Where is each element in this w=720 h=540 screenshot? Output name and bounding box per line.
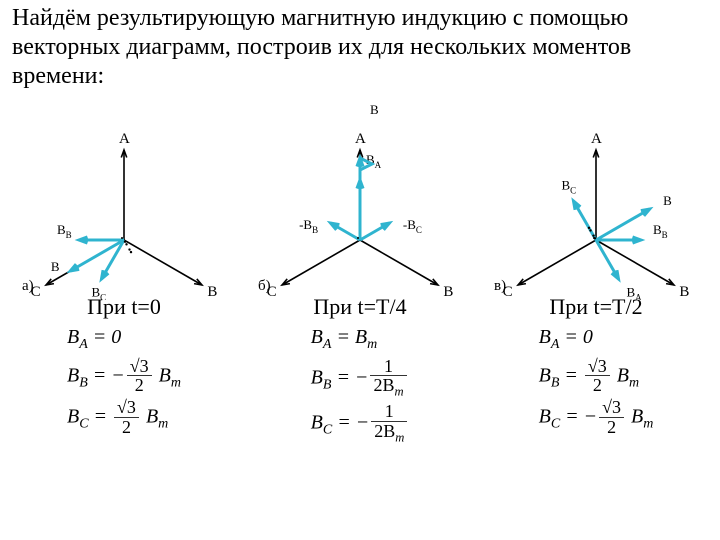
svg-text:в): в) — [494, 278, 506, 294]
svg-text:BC: BC — [562, 178, 577, 196]
svg-text:а): а) — [22, 278, 34, 294]
equations-tT4: BA = BmBB = −12BmBC = −12Bm — [311, 322, 410, 447]
svg-text:б): б) — [258, 278, 271, 294]
equation: BA = 0 — [539, 324, 654, 354]
diagram-svg-t0: AВСа)BBBCB — [14, 90, 234, 300]
equation: BB = −12Bm — [311, 357, 410, 400]
svg-text:A: A — [119, 131, 130, 147]
equation: BC = −12Bm — [311, 402, 410, 445]
diagram-t0: AВСа)BBBCB — [14, 90, 234, 300]
diagram-svg-tT4: AВСб)BA-BB-BCB — [250, 90, 470, 300]
equation: BC = √32 Bm — [67, 398, 181, 438]
svg-text:B: B — [663, 193, 672, 208]
equation: BA = 0 — [67, 324, 181, 354]
equation: BB = √32 Bm — [539, 357, 654, 397]
panel-t0: AВСа)BBBCB При t=0 BA = 0BB = −√32 BmBC … — [9, 90, 239, 447]
diagram-tT4: AВСб)BA-BB-BCB — [250, 90, 470, 300]
svg-text:-BC: -BC — [403, 217, 422, 235]
svg-text:B: B — [51, 259, 60, 274]
page-title: Найдём результирующую магнитную индукцию… — [0, 0, 720, 90]
svg-text:В: В — [207, 284, 217, 300]
svg-text:В: В — [679, 284, 689, 300]
svg-text:BA: BA — [627, 285, 643, 301]
svg-text:BB: BB — [653, 222, 668, 240]
svg-text:A: A — [355, 131, 366, 147]
svg-text:A: A — [591, 131, 602, 147]
panels-row: AВСа)BBBCB При t=0 BA = 0BB = −√32 BmBC … — [0, 90, 720, 447]
panel-tT4: AВСб)BA-BB-BCB При t=T/4 BA = BmBB = −12… — [245, 90, 475, 447]
equations-tT2: BA = 0BB = √32 BmBC = −√32 Bm — [539, 322, 654, 440]
svg-text:BC: BC — [92, 285, 107, 301]
equation: BA = Bm — [311, 324, 410, 354]
svg-text:-BB: -BB — [299, 217, 318, 235]
equations-t0: BA = 0BB = −√32 BmBC = √32 Bm — [67, 322, 181, 440]
equation: BC = −√32 Bm — [539, 398, 654, 438]
svg-text:B: B — [370, 102, 379, 117]
svg-text:BB: BB — [57, 222, 72, 240]
diagram-svg-tT2: AВСв)BBBCBAB — [486, 90, 706, 300]
equation: BB = −√32 Bm — [67, 357, 181, 397]
svg-text:В: В — [443, 284, 453, 300]
diagram-tT2: AВСв)BBBCBAB — [486, 90, 706, 300]
panel-tT2: AВСв)BBBCBAB При t=T/2 BA = 0BB = √32 Bm… — [481, 90, 711, 447]
